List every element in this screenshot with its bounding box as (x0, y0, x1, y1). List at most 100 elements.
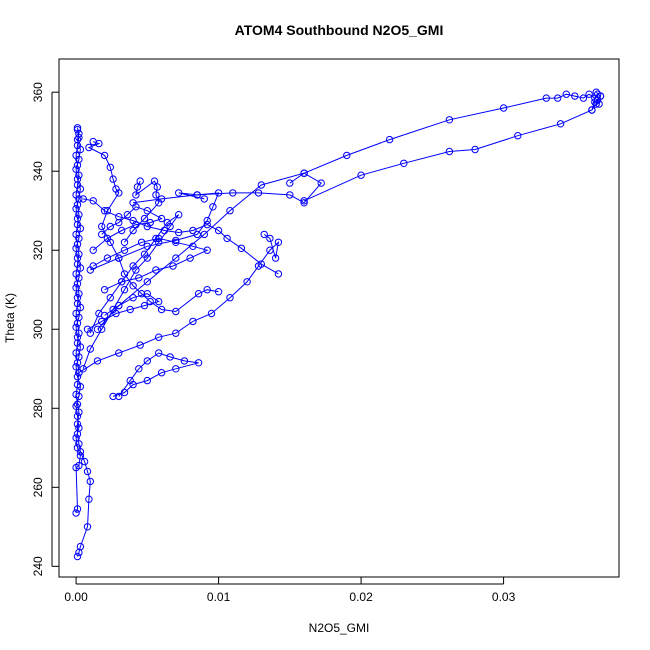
data-point (76, 303, 85, 312)
data-point (445, 116, 454, 124)
data-point (271, 254, 280, 262)
data-point (135, 274, 143, 282)
data-point (85, 495, 93, 503)
data-point (266, 246, 274, 254)
data-point (79, 365, 87, 373)
series-line (83, 198, 279, 275)
data-point (73, 214, 82, 223)
data-point (157, 369, 166, 377)
data-point (76, 145, 85, 154)
data-point (172, 329, 180, 337)
data-point (214, 189, 223, 197)
y-tick-label: 320 (31, 240, 45, 260)
data-point (75, 250, 83, 258)
x-axis: 0.00 0.01 0.02 0.03 (64, 577, 516, 604)
y-tick-label: 240 (31, 556, 45, 576)
data-point (180, 357, 189, 365)
x-tick-label: 0.01 (207, 590, 231, 604)
data-point (73, 124, 82, 132)
data-point (86, 477, 95, 486)
data-point (357, 171, 365, 179)
data-point (115, 218, 123, 227)
data-point (76, 264, 85, 272)
data-point (83, 523, 92, 531)
data-point (118, 226, 126, 235)
data-point (126, 305, 134, 314)
data-point (214, 226, 223, 235)
data-point (175, 189, 183, 197)
data-point (73, 373, 82, 381)
data-point (172, 238, 180, 247)
data-point (93, 325, 102, 333)
data-point (203, 216, 211, 225)
data-point (132, 203, 140, 211)
data-point (514, 132, 522, 140)
data-point (73, 333, 82, 341)
y-tick-label: 300 (31, 319, 45, 339)
data-point (89, 197, 97, 205)
data-point (237, 244, 246, 253)
data-point (203, 246, 211, 254)
x-tick-label: 0.00 (64, 590, 88, 604)
data-point (189, 242, 197, 251)
chart-title: ATOM4 Southbound N2O5_GMI (235, 22, 444, 38)
series-line (112, 352, 199, 397)
data-point (79, 195, 87, 203)
data-point (172, 365, 180, 373)
data-point (166, 353, 174, 361)
data-point (155, 349, 163, 357)
data-point (115, 189, 123, 197)
data-point (143, 207, 152, 215)
data-point (73, 254, 82, 262)
series-line (87, 293, 160, 330)
data-point (257, 181, 265, 189)
data-point (229, 189, 237, 197)
data-point (172, 307, 180, 316)
data-point (300, 197, 308, 205)
data-point (136, 177, 144, 185)
data-point (471, 145, 479, 154)
data-point (146, 218, 154, 227)
data-point (72, 434, 80, 442)
data-point (133, 183, 142, 191)
data-point (98, 222, 106, 231)
data-point (76, 382, 85, 391)
data-point (76, 224, 85, 233)
data-point (155, 199, 163, 207)
data-point (100, 207, 109, 215)
data-point (226, 294, 234, 302)
data-point (172, 236, 180, 245)
data-point (72, 509, 80, 517)
data-point (143, 357, 152, 365)
data-point (75, 211, 83, 219)
data-point (445, 147, 454, 156)
data-point (106, 222, 115, 231)
data-point (123, 211, 132, 219)
data-point (103, 234, 112, 243)
data-point (157, 305, 166, 314)
data-point (266, 234, 274, 243)
y-tick-label: 340 (31, 161, 45, 181)
data-point (140, 301, 149, 310)
data-point (193, 230, 201, 239)
data-point (193, 191, 201, 199)
data-point (143, 376, 152, 385)
data-point (595, 100, 603, 108)
data-point (585, 90, 593, 98)
data-point (75, 369, 83, 377)
data-point (499, 104, 508, 112)
data-point (73, 294, 82, 302)
data-point (175, 228, 183, 237)
data-point (106, 294, 115, 302)
series-line (90, 192, 220, 271)
data-point (207, 309, 216, 318)
data-point (106, 163, 115, 172)
data-point (75, 234, 83, 243)
data-point (129, 226, 137, 235)
data-point (140, 250, 149, 258)
x-tick-label: 0.02 (349, 590, 373, 604)
data-point (76, 452, 85, 460)
data-point (73, 444, 82, 452)
data-point (163, 218, 172, 227)
